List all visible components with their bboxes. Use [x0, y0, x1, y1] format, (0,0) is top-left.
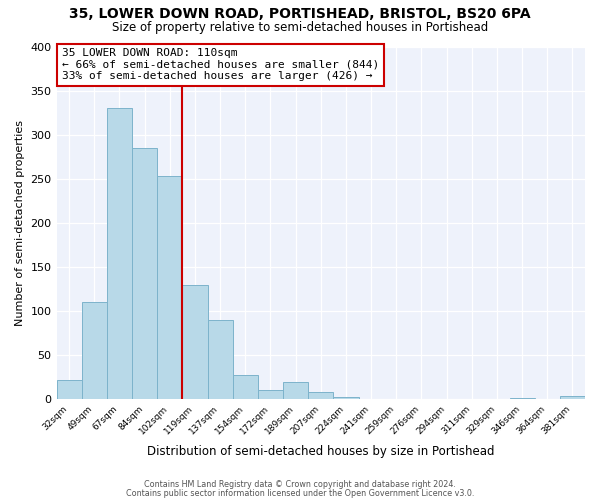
Text: 35, LOWER DOWN ROAD, PORTISHEAD, BRISTOL, BS20 6PA: 35, LOWER DOWN ROAD, PORTISHEAD, BRISTOL… — [69, 8, 531, 22]
Bar — [283, 382, 308, 399]
Bar — [208, 320, 233, 399]
Text: Size of property relative to semi-detached houses in Portishead: Size of property relative to semi-detach… — [112, 21, 488, 34]
Bar — [82, 302, 107, 399]
Bar — [509, 398, 535, 399]
Text: Contains HM Land Registry data © Crown copyright and database right 2024.: Contains HM Land Registry data © Crown c… — [144, 480, 456, 489]
Bar — [258, 390, 283, 399]
Text: Contains public sector information licensed under the Open Government Licence v3: Contains public sector information licen… — [126, 488, 474, 498]
Bar — [182, 284, 208, 399]
Y-axis label: Number of semi-detached properties: Number of semi-detached properties — [15, 120, 25, 326]
Bar — [233, 376, 258, 399]
Bar — [308, 392, 334, 399]
Bar — [157, 176, 182, 399]
Bar — [107, 108, 132, 399]
Text: 35 LOWER DOWN ROAD: 110sqm
← 66% of semi-detached houses are smaller (844)
33% o: 35 LOWER DOWN ROAD: 110sqm ← 66% of semi… — [62, 48, 379, 82]
Bar — [56, 380, 82, 399]
Bar — [132, 148, 157, 399]
Bar — [334, 396, 359, 399]
Bar — [560, 396, 585, 399]
X-axis label: Distribution of semi-detached houses by size in Portishead: Distribution of semi-detached houses by … — [147, 444, 494, 458]
